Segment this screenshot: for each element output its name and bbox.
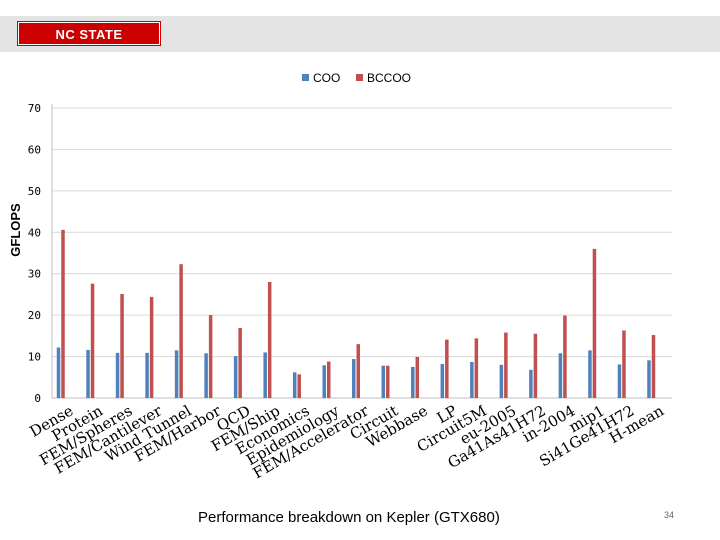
bar-bccoo-1 bbox=[90, 283, 95, 398]
bar-coo-9 bbox=[322, 365, 326, 398]
nc-state-logo: NC STATE UNIVERSITY bbox=[17, 21, 161, 65]
logo-bold-text: NC STATE bbox=[55, 27, 123, 42]
bar-bccoo-8 bbox=[297, 374, 301, 398]
bar-coo-5 bbox=[204, 353, 208, 398]
logo-thin-text: UNIVERSITY bbox=[47, 50, 131, 65]
bar-coo-6 bbox=[233, 356, 238, 398]
bar-bccoo-19 bbox=[622, 330, 626, 398]
y-tick-label-50: 50 bbox=[28, 185, 41, 198]
bar-coo-15 bbox=[499, 364, 504, 398]
bar-bccoo-3 bbox=[149, 296, 154, 398]
bar-bccoo-4 bbox=[179, 264, 183, 398]
y-tick-label-70: 70 bbox=[28, 102, 41, 115]
bar-coo-12 bbox=[411, 366, 415, 398]
bar-coo-8 bbox=[292, 372, 297, 398]
bar-coo-2 bbox=[115, 352, 120, 398]
bar-coo-16 bbox=[529, 369, 533, 398]
legend-label-bccoo: BCCOO bbox=[367, 71, 411, 85]
bar-bccoo-12 bbox=[415, 356, 420, 398]
bar-bccoo-10 bbox=[356, 344, 360, 398]
bar-bccoo-18 bbox=[592, 248, 597, 398]
y-tick-label-40: 40 bbox=[28, 226, 41, 239]
bar-bccoo-15 bbox=[504, 332, 508, 398]
legend-swatch-coo bbox=[302, 74, 309, 81]
y-tick-label-0: 0 bbox=[34, 392, 41, 405]
bar-coo-0 bbox=[56, 347, 61, 398]
bar-coo-1 bbox=[86, 349, 90, 398]
bar-bccoo-7 bbox=[267, 282, 272, 398]
bar-bccoo-6 bbox=[238, 327, 242, 398]
bar-coo-19 bbox=[617, 364, 622, 398]
bar-bccoo-5 bbox=[208, 315, 213, 398]
bar-bccoo-17 bbox=[563, 315, 567, 398]
y-tick-label-30: 30 bbox=[28, 268, 41, 281]
bar-bccoo-0 bbox=[61, 229, 65, 398]
bar-bccoo-16 bbox=[533, 333, 538, 398]
bar-coo-7 bbox=[263, 352, 267, 398]
bar-coo-3 bbox=[145, 352, 149, 398]
bar-bccoo-2 bbox=[120, 294, 124, 398]
bar-bccoo-20 bbox=[651, 335, 656, 398]
legend-label-coo: COO bbox=[313, 71, 340, 85]
page-number: 34 bbox=[664, 510, 675, 520]
bar-bccoo-14 bbox=[474, 338, 479, 398]
bar-coo-14 bbox=[470, 361, 474, 398]
bar-coo-20 bbox=[647, 360, 651, 398]
y-axis-title: GFLOPS bbox=[8, 203, 23, 257]
bar-coo-4 bbox=[174, 350, 179, 398]
y-tick-label-20: 20 bbox=[28, 309, 41, 322]
bar-coo-13 bbox=[440, 364, 445, 398]
bar-bccoo-11 bbox=[386, 365, 390, 398]
university-banner: NC STATE UNIVERSITY bbox=[0, 16, 720, 65]
bar-bccoo-13 bbox=[445, 339, 449, 398]
bar-coo-18 bbox=[588, 350, 592, 398]
y-tick-label-10: 10 bbox=[28, 351, 41, 364]
slide-caption: Performance breakdown on Kepler (GTX680) bbox=[198, 509, 500, 526]
bar-coo-17 bbox=[558, 353, 563, 398]
bar-coo-11 bbox=[381, 365, 386, 398]
bar-coo-10 bbox=[352, 359, 356, 398]
legend-swatch-bccoo bbox=[356, 74, 363, 81]
bar-bccoo-9 bbox=[326, 361, 331, 398]
y-tick-label-60: 60 bbox=[28, 143, 41, 156]
